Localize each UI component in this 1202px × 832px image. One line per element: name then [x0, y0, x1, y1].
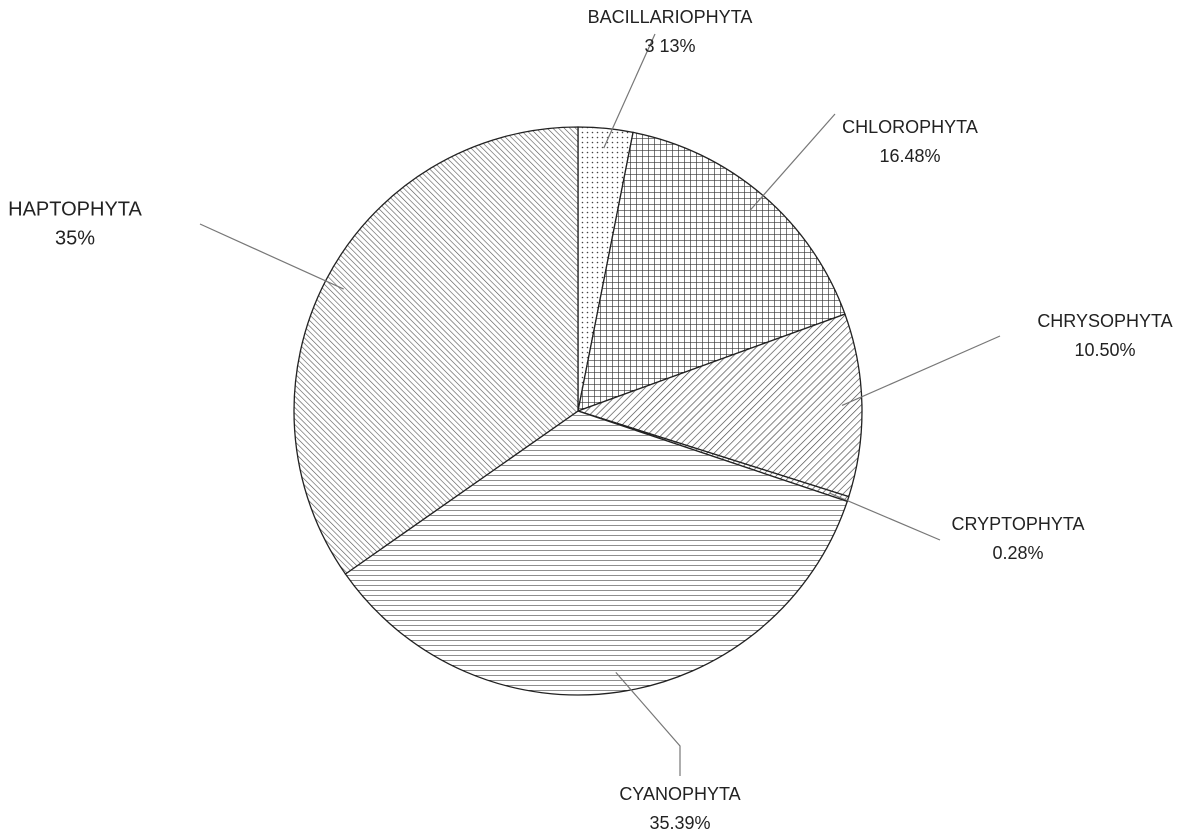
pie-slice	[293, 126, 579, 575]
pie-slice	[344, 410, 849, 696]
leader-line	[749, 113, 836, 211]
slice-value-label: 0.28%	[992, 543, 1043, 563]
slice-value-label: 35.39%	[649, 813, 710, 832]
slice-value-label: 16.48%	[879, 146, 940, 166]
slice-value-label: 3 13%	[644, 36, 695, 56]
slice-label: CRYPTOPHYTA	[951, 514, 1084, 534]
pie-slice	[575, 313, 863, 498]
leader-line	[615, 672, 681, 776]
leader-line	[603, 33, 656, 149]
leader-line	[828, 492, 941, 541]
slice-label: HAPTOPHYTA	[8, 198, 142, 220]
slice-value-label: 35%	[55, 227, 95, 249]
slice-value-label: 10.50%	[1074, 340, 1135, 360]
slice-label: BACILLARIOPHYTA	[588, 7, 753, 27]
slice-label: CHRYSOPHYTA	[1037, 311, 1172, 331]
slice-label: CYANOPHYTA	[619, 784, 740, 804]
slice-label: CHLOROPHYTA	[842, 117, 978, 137]
leader-line	[199, 223, 344, 290]
leader-line	[841, 335, 1001, 407]
